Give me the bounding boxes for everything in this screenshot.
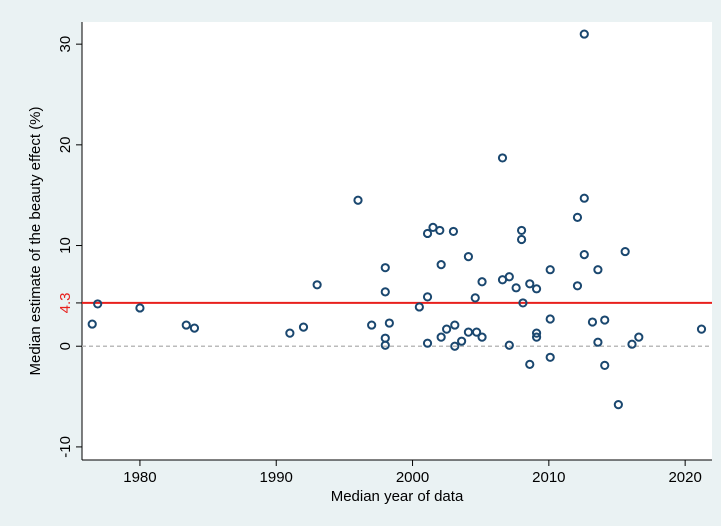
point: [579, 249, 589, 260]
x-tick-label: 1980: [123, 469, 156, 486]
point: [380, 340, 390, 350]
point: [380, 287, 390, 297]
point: [504, 272, 514, 282]
point: [525, 359, 535, 369]
y-tick-label: 30: [57, 36, 74, 53]
point: [380, 263, 390, 273]
point: [87, 319, 97, 329]
point: [518, 298, 528, 308]
x-tick-label: 2010: [532, 469, 565, 486]
point: [298, 322, 309, 332]
point: [285, 328, 295, 338]
point: [600, 315, 610, 325]
point: [593, 337, 603, 347]
plot-area: [82, 22, 712, 460]
point: [531, 332, 542, 342]
point: [442, 324, 452, 334]
point: [457, 336, 467, 346]
point: [477, 332, 487, 342]
point: [93, 299, 103, 309]
point: [620, 246, 630, 257]
point: [504, 340, 514, 350]
point: [525, 279, 535, 289]
point: [579, 193, 589, 203]
point: [448, 226, 459, 237]
y-tick-label: 10: [57, 237, 74, 254]
point: [545, 314, 555, 324]
point: [600, 360, 610, 370]
point: [531, 284, 542, 294]
point: [613, 400, 623, 410]
x-tick-label: 2000: [396, 469, 429, 486]
point: [516, 234, 527, 245]
x-tick-label: 1990: [260, 469, 293, 486]
point: [436, 260, 446, 270]
point: [450, 341, 460, 351]
point: [516, 225, 527, 236]
point: [422, 292, 433, 302]
y-axis-label: Median estimate of the beauty effect (%): [27, 106, 44, 375]
point: [696, 324, 707, 334]
y-tick-label: -10: [57, 436, 74, 458]
point: [587, 317, 598, 327]
point: [545, 352, 555, 362]
x-axis-label: Median year of data: [331, 488, 464, 505]
point: [422, 228, 433, 239]
point: [593, 265, 603, 275]
point: [422, 338, 433, 348]
point: [579, 29, 589, 39]
point: [477, 277, 487, 287]
y-tick-label: 0: [57, 342, 74, 350]
point: [367, 320, 377, 330]
point: [497, 153, 508, 163]
point: [135, 303, 145, 313]
point: [545, 265, 555, 275]
point: [572, 212, 583, 222]
point: [435, 225, 445, 236]
point: [189, 323, 200, 333]
point: [531, 328, 542, 338]
point: [384, 318, 394, 328]
point: [414, 302, 424, 312]
y-tick-label: 20: [57, 136, 74, 153]
point: [472, 327, 482, 337]
point: [353, 195, 363, 205]
point: [181, 320, 191, 330]
point: [463, 252, 474, 262]
point: [627, 339, 637, 349]
point: [436, 332, 446, 342]
point: [470, 293, 480, 303]
point: [450, 320, 460, 330]
point: [312, 280, 322, 290]
point: [634, 332, 644, 342]
reference-label: 4.3: [57, 292, 74, 313]
point: [511, 283, 521, 293]
x-tick-label: 2020: [668, 469, 701, 486]
point: [572, 281, 583, 291]
